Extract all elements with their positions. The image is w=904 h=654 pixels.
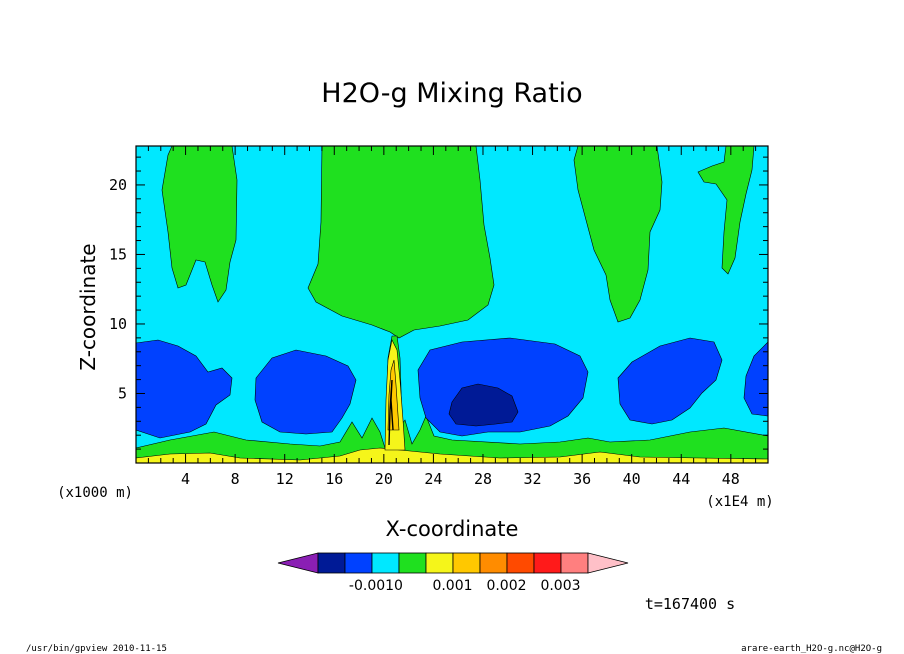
footer-right: arare-earth_H2O-g.nc@H2O-g [741,644,882,654]
y-axis: 5 10 15 20 [109,156,768,450]
x-tick-label: 8 [231,470,240,488]
dry-region-right [617,337,723,425]
colorbar-segment [533,552,562,574]
colorbar-under-triangle [277,552,319,574]
y-tick-label: 20 [109,176,127,194]
colorbar-segment [317,552,346,574]
colorbar-segment [344,552,373,574]
x-axis: 4 8 12 16 20 24 28 32 36 40 44 48 [147,146,757,488]
x-tick-label: 12 [276,470,294,488]
y-unit-label: (x1000 m) [57,485,133,501]
convective-core-inner [387,359,400,431]
colorbar-tick-label: -0.001 [349,578,394,594]
colorbar-segment [398,552,427,574]
colorbar-tick-label: 0.003 [540,578,580,594]
colorbar-segment [425,552,454,574]
plot-area [135,145,769,464]
dry-region-center-left [254,349,357,435]
moist-region-far-right [697,145,755,275]
colorbar-tick-label: 0 [394,578,403,594]
dry-region-left [135,339,233,439]
colorbar-segment [452,552,481,574]
chart-title: H2O-g Mixing Ratio [321,78,582,109]
surface-moist-band [135,447,769,464]
x-tick-label: 24 [424,470,442,488]
colorbar-over-triangle [587,552,629,574]
x-tick-label: 48 [722,470,740,488]
moist-region-center [307,145,495,339]
x-tick-label: 28 [474,470,492,488]
y-axis-label: Z-coordinate [76,243,100,370]
y-tick-label: 10 [109,315,127,333]
x-tick-label: 32 [524,470,542,488]
x-tick-label: 40 [623,470,641,488]
colorbar-tick-label: 0.002 [486,578,526,594]
colorbar-tick-label: 0.001 [432,578,472,594]
x-tick-label: 16 [325,470,343,488]
moist-region-right [573,145,663,323]
colorbar-segment [479,552,508,574]
time-label: t=167400 s [645,595,735,613]
convective-core-line [388,379,394,446]
x-axis-label: X-coordinate [386,517,519,541]
colorbar-segment [371,552,400,574]
footer-left: /usr/bin/gpview 2010-11-15 [26,644,167,654]
colorbar [277,552,629,574]
x-unit-label: (x1E4 m) [706,494,773,510]
contour-surface-moist [135,339,769,464]
x-tick-label: 44 [672,470,690,488]
moist-surface-band [135,415,769,464]
contour-moist-regions [135,145,769,464]
y-tick-label: 5 [118,384,127,402]
x-tick-label: 36 [573,470,591,488]
colorbar-labels: -0.001 0 0.001 0.002 0.003 [349,578,581,594]
plot-frame [135,145,769,464]
contour-very-dry-region [448,383,519,427]
colorbar-segment [560,552,589,574]
colorbar-segment [506,552,535,574]
x-tick-label: 20 [375,470,393,488]
y-tick-label: 15 [109,245,127,263]
moist-region-left [161,145,238,303]
x-tick-label: 4 [181,470,190,488]
